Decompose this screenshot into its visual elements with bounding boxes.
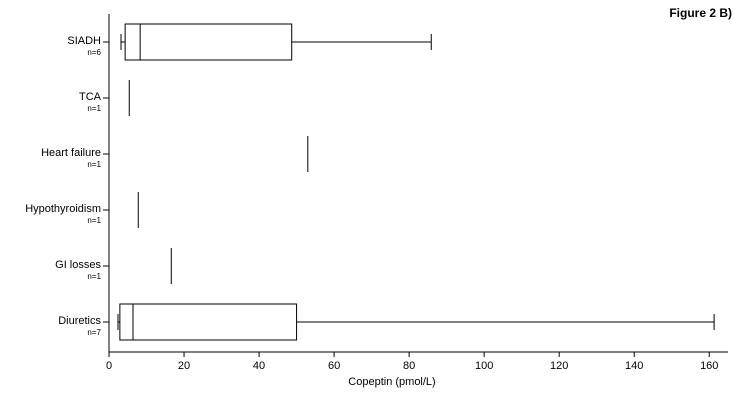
- x-tick-label: 60: [328, 360, 340, 372]
- x-axis-label: Copeptin (pmol/L): [348, 376, 435, 388]
- y-tick-label: Diuretics: [58, 315, 101, 327]
- y-tick-label: Hypothyroidism: [25, 203, 101, 215]
- x-tick-label: 40: [253, 360, 265, 372]
- box: [124, 23, 293, 61]
- x-tick-label: 140: [625, 360, 643, 372]
- y-tick-label: SIADH: [67, 35, 101, 47]
- chart-title: Figure 2 B): [669, 6, 732, 20]
- n-label: n=6: [87, 48, 101, 57]
- y-tick-label: Heart failure: [41, 147, 101, 159]
- n-label: n=7: [87, 328, 101, 337]
- y-tick-label: GI losses: [55, 259, 101, 271]
- n-label: n=1: [87, 160, 101, 169]
- n-label: n=1: [87, 216, 101, 225]
- box: [119, 303, 298, 341]
- n-label: n=1: [87, 104, 101, 113]
- x-tick-label: 120: [550, 360, 568, 372]
- x-tick-label: 20: [178, 360, 190, 372]
- x-tick-label: 160: [700, 360, 718, 372]
- x-tick-label: 80: [403, 360, 415, 372]
- x-tick-label: 0: [106, 360, 112, 372]
- x-tick-label: 100: [475, 360, 493, 372]
- n-label: n=1: [87, 272, 101, 281]
- y-tick-label: TCA: [79, 91, 102, 103]
